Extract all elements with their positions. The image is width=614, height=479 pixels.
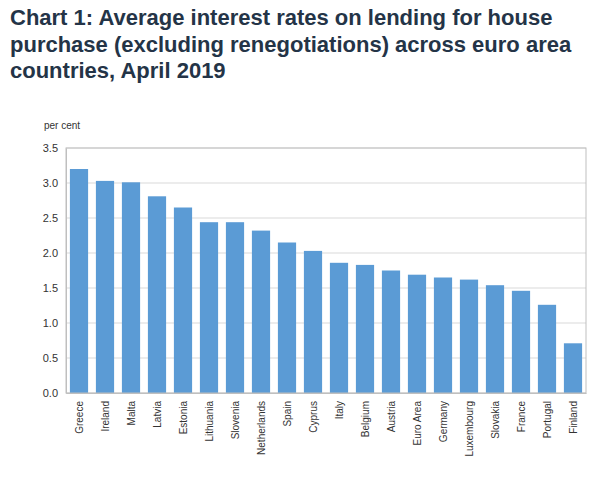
y-tick: 0.5 [43,352,66,364]
x-tick: Belgium [360,393,371,437]
y-axis-title: per cent [44,120,80,131]
y-tick-label: 3.0 [43,177,58,189]
bar [512,291,530,393]
bar [564,343,582,393]
grid-line [66,253,586,254]
x-tick-label: Euro Area [412,401,423,446]
y-tick-label: 3.5 [43,142,58,154]
grid-line [66,218,586,219]
y-tick-label: 1.5 [43,282,58,294]
grid-line [66,288,586,289]
x-tick: Finland [568,393,579,434]
x-tick: Ireland [100,393,111,432]
x-tick-label: Malta [126,401,137,426]
bar [252,231,270,393]
x-tick: Latvia [152,393,163,428]
x-tick-label: Spain [282,401,293,427]
x-tick: Spain [282,393,293,427]
x-tick: Luxembourg [464,393,475,457]
x-tick-label: Greece [74,401,85,434]
x-axis-line [67,393,587,394]
y-axis: 0.0 0.5 1.0 1.5 2.0 2.5 3.0 3.5 [43,142,67,399]
y-tick-label: 0.0 [43,387,58,399]
bar [174,208,192,394]
x-tick-label: France [516,401,527,433]
y-tick-label: 2.0 [43,247,58,259]
chart: Chart 1: Average interest rates on lendi… [0,0,614,479]
bar [382,271,400,394]
x-tick: Slovakia [490,393,501,439]
y-tick: 3.5 [43,142,66,154]
x-tick: Cyprus [308,393,319,433]
bar [148,196,166,393]
x-tick-label: Estonia [178,401,189,435]
x-tick-label: Germany [438,401,449,442]
x-axis: Greece Ireland Malta Latvia Estonia Lithuania… [67,393,587,457]
y-tick: 3.0 [43,177,66,189]
bar [278,243,296,394]
x-tick-label: Finland [568,401,579,434]
x-tick: Estonia [178,393,189,434]
bar [538,305,556,393]
bar [330,263,348,393]
bar [304,251,322,393]
y-tick: 1.5 [43,282,66,294]
x-tick: Greece [74,393,85,434]
y-tick-label: 2.5 [43,212,58,224]
x-tick-label: Austria [386,401,397,433]
x-tick-label: Latvia [152,401,163,428]
y-tick: 1.0 [43,317,66,329]
bar [356,265,374,393]
x-tick: Euro Area [412,393,423,445]
plot-frame [66,148,586,393]
x-tick: Portugal [542,393,553,438]
x-tick: Slovenia [230,393,241,439]
x-tick: Malta [126,393,137,425]
y-tick: 2.5 [43,212,66,224]
grid-line [66,323,586,324]
x-tick-label: Lithuania [204,401,215,442]
x-tick-label: Ireland [100,401,111,432]
x-tick: Germany [438,393,449,442]
x-tick-label: Luxembourg [464,401,475,457]
bar [434,278,452,394]
bar [96,181,114,393]
grid-line [66,358,586,359]
x-tick-label: Italy [334,401,345,419]
x-tick: Lithuania [204,393,215,442]
bar [200,222,218,393]
bar [408,275,426,393]
x-tick: Netherlands [256,393,267,455]
y-axis-line [66,149,67,394]
title: Chart 1: Average interest rates on lendi… [10,5,572,83]
x-tick-label: Slovakia [490,401,501,439]
bar [460,280,478,393]
bar [486,285,504,393]
x-tick: France [516,393,527,432]
x-tick-label: Slovenia [230,401,241,440]
x-tick-label: Netherlands [256,401,267,455]
bar [226,222,244,393]
y-tick-label: 0.5 [43,352,58,364]
x-tick-label: Belgium [360,401,371,437]
grid [66,148,586,393]
y-tick-label: 1.0 [43,317,58,329]
bars [70,169,582,393]
grid-line [66,183,586,184]
x-tick-label: Cyprus [308,401,319,433]
y-tick: 0.0 [43,387,66,399]
x-tick: Italy [334,393,345,419]
x-tick-label: Portugal [542,401,553,438]
bar [70,169,88,393]
x-tick: Austria [386,393,397,432]
y-tick: 2.0 [43,247,66,259]
bar [122,182,140,393]
